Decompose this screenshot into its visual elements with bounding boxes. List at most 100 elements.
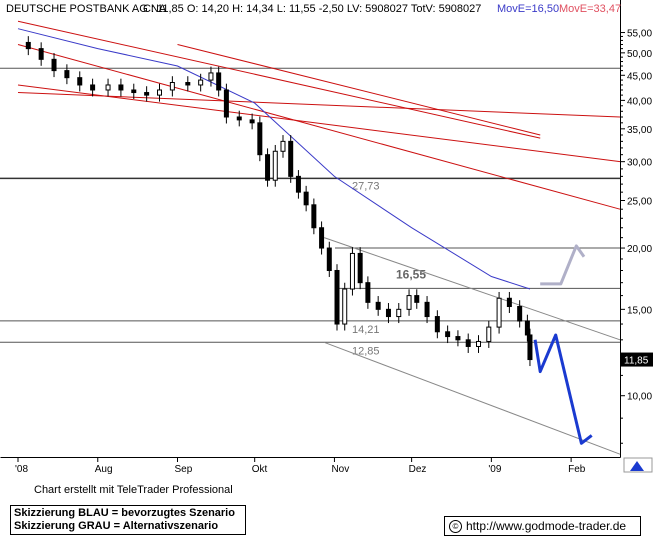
source-url[interactable]: http://www.godmode-trader.de xyxy=(466,519,627,533)
candle-body xyxy=(375,301,381,310)
candle-body xyxy=(496,297,502,328)
candle-body xyxy=(169,82,175,91)
candle-body xyxy=(236,116,242,121)
candle-body xyxy=(303,191,309,206)
legend-gray: Skizzierung GRAU = Alternativszenario xyxy=(14,520,219,532)
candlestick xyxy=(303,185,309,212)
candlestick xyxy=(90,78,96,97)
x-tick-label: Feb xyxy=(568,464,586,475)
y-tick-label: 10,00 xyxy=(627,392,652,403)
candlesticks xyxy=(25,36,533,367)
candlestick xyxy=(434,310,440,339)
candlestick xyxy=(476,335,482,353)
candlestick xyxy=(208,66,214,87)
candlestick xyxy=(375,296,381,316)
y-axis: 55,00 50,00 45,00 40,00 35,00 30,00 25,00 20,00… xyxy=(620,29,653,444)
x-tick-label: '08 xyxy=(15,464,28,475)
candle-body xyxy=(157,89,163,96)
candle-body xyxy=(280,140,286,152)
candle-body xyxy=(144,92,150,96)
level-label: 14,21 xyxy=(352,324,380,336)
candlestick xyxy=(311,198,317,235)
x-tick-label: '09 xyxy=(488,464,501,475)
candle-body xyxy=(198,79,204,86)
y-tick-label: 40,00 xyxy=(627,96,652,107)
x-tick-label: Dez xyxy=(409,464,427,475)
y-tick-label: 15,00 xyxy=(627,305,652,316)
gray-channel-line xyxy=(323,341,621,455)
level-label: 12,85 xyxy=(352,345,380,357)
candlestick xyxy=(342,282,348,331)
candlestick xyxy=(280,135,286,158)
candle-body xyxy=(249,119,255,124)
y-tick-label: 30,00 xyxy=(627,158,652,169)
candlestick xyxy=(77,71,83,92)
candle-body xyxy=(288,140,294,177)
candlestick xyxy=(349,247,355,296)
candle-body xyxy=(476,340,482,347)
candlestick xyxy=(365,276,371,309)
y-tick-label: 55,00 xyxy=(627,29,652,40)
candle-body xyxy=(326,247,332,271)
ma2-label: MovE=33,47 xyxy=(559,3,621,15)
chart-header: DEUTSCHE POSTBANK AG NA C: 11,85 O: 14,2… xyxy=(6,3,621,15)
candle-body xyxy=(105,84,111,91)
scenario-legend: Skizzierung BLAU = bevorzugtes Szenario … xyxy=(10,505,246,535)
candlestick xyxy=(455,330,461,347)
candlestick xyxy=(257,116,263,162)
source-box[interactable]: © http://www.godmode-trader.de xyxy=(444,516,641,536)
level-label: 16,55 xyxy=(396,267,426,281)
red-trend-line xyxy=(17,84,621,163)
y-tick-label: 45,00 xyxy=(627,71,652,82)
candle-body xyxy=(295,175,301,193)
scroll-right-icon[interactable] xyxy=(623,457,653,473)
candle-body xyxy=(414,295,420,303)
candlestick xyxy=(105,78,111,97)
candlestick xyxy=(236,110,242,127)
candle-body xyxy=(90,84,96,91)
candlestick xyxy=(198,73,204,92)
candle-body xyxy=(455,336,461,341)
candle-body xyxy=(524,320,530,336)
header-title: DEUTSCHE POSTBANK AG NA xyxy=(6,3,167,15)
red-trend-line xyxy=(17,44,621,210)
candle-body xyxy=(265,154,271,181)
candlestick xyxy=(249,113,255,130)
candle-body xyxy=(506,297,512,308)
candlestick xyxy=(157,83,163,102)
candlestick xyxy=(406,289,412,316)
candlestick xyxy=(319,221,325,255)
x-tick-label: Nov xyxy=(331,464,349,475)
candle-body xyxy=(365,282,371,303)
candlestick xyxy=(51,53,57,78)
red-trend-line xyxy=(177,44,541,136)
candlestick xyxy=(424,296,430,324)
candle-body xyxy=(185,82,191,86)
gray-scenario-arrow xyxy=(540,244,586,286)
candle-body xyxy=(486,326,492,342)
candle-body xyxy=(272,150,278,181)
candle-body xyxy=(357,252,363,284)
candlestick xyxy=(118,78,124,97)
candlestick xyxy=(223,83,229,124)
candle-body xyxy=(64,70,70,79)
candle-body xyxy=(257,122,263,156)
candle-body xyxy=(424,301,430,318)
candlestick xyxy=(486,320,492,348)
candlestick xyxy=(38,42,44,66)
candlestick xyxy=(414,289,420,309)
candle-body xyxy=(385,308,391,318)
candlestick xyxy=(396,303,402,324)
candlestick xyxy=(64,64,70,85)
gray-channel-line xyxy=(323,237,621,341)
level-label: 27,73 xyxy=(352,180,380,192)
candle-body xyxy=(406,295,412,310)
candlestick xyxy=(445,325,451,344)
last-price-box: 11,85 xyxy=(621,352,653,367)
candle-body xyxy=(342,288,348,325)
candlestick xyxy=(465,333,471,353)
candle-body xyxy=(77,77,83,86)
candle-body xyxy=(216,72,222,91)
copyright-icon: © xyxy=(449,520,462,534)
